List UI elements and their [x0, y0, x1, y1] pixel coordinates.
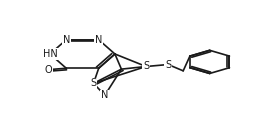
Text: N: N — [101, 90, 109, 100]
Text: N: N — [95, 35, 102, 45]
Text: O: O — [44, 65, 52, 75]
Text: S: S — [143, 61, 149, 71]
Text: S: S — [165, 60, 171, 70]
Text: HN: HN — [43, 49, 57, 59]
Text: N: N — [63, 35, 70, 45]
Text: S: S — [91, 78, 97, 88]
